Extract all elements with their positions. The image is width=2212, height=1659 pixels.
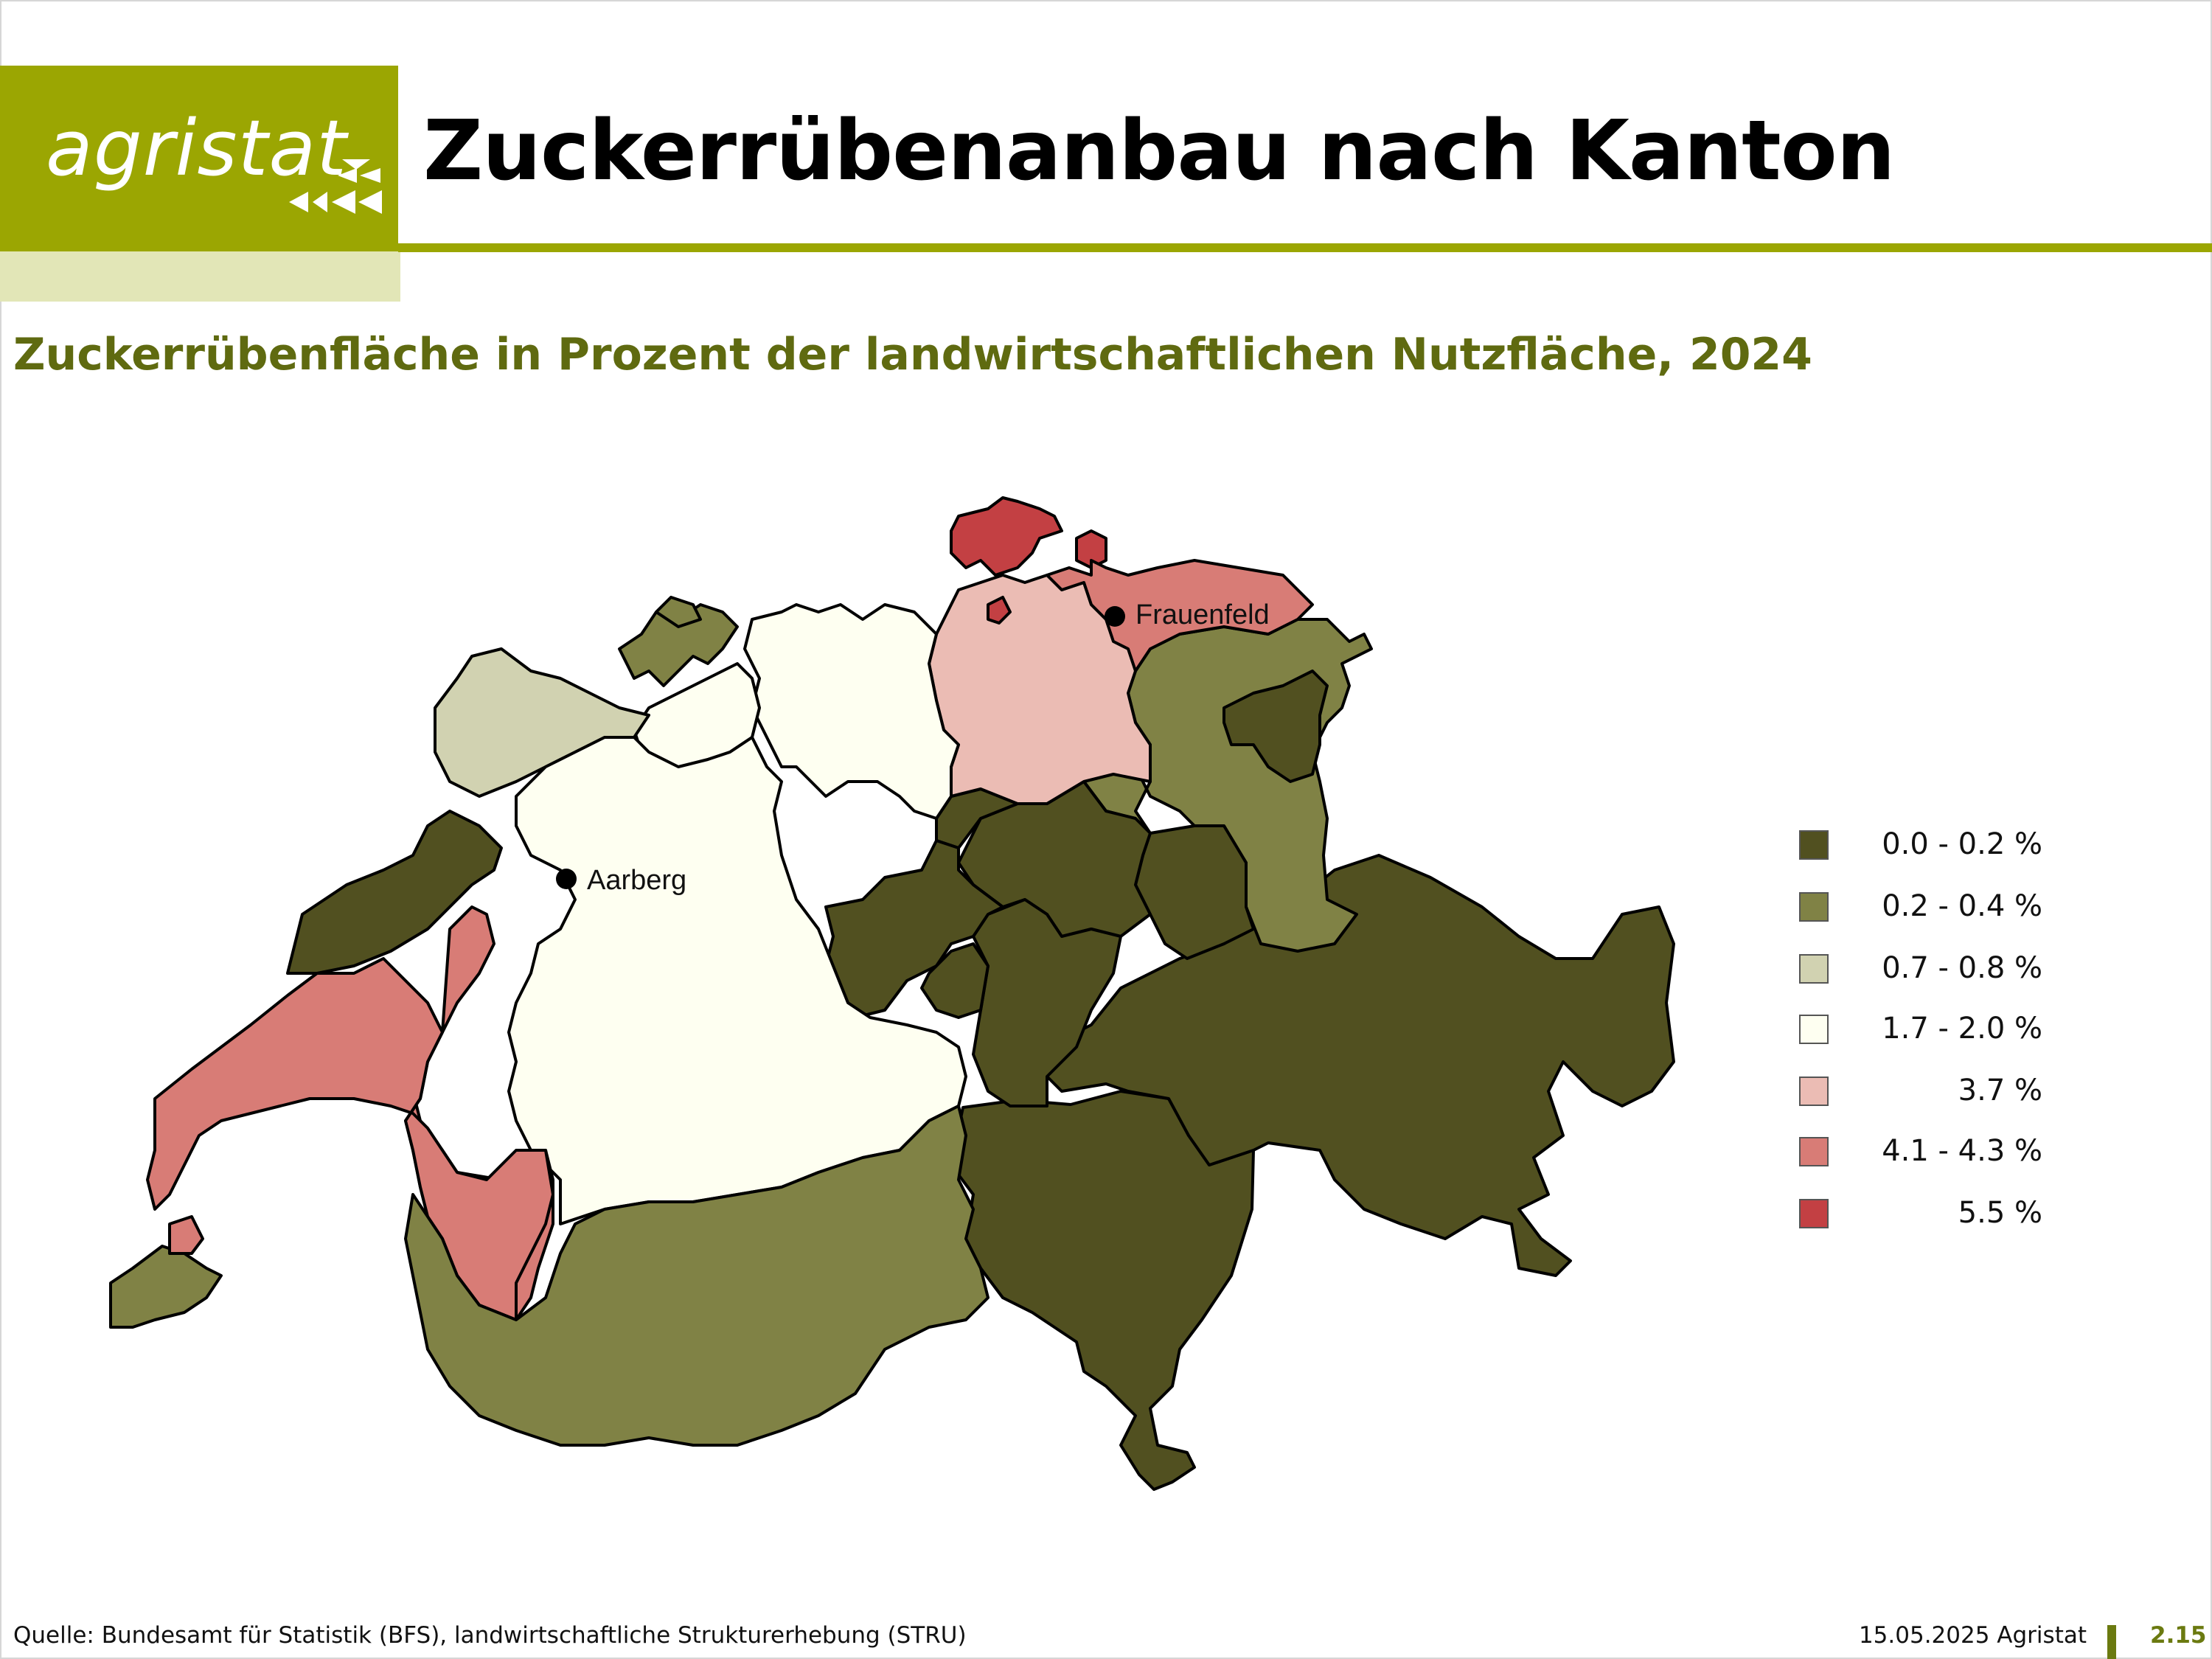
legend-swatch [1799, 1015, 1829, 1044]
legend-item: 3.7 % [1799, 1074, 2042, 1110]
canton-valais [404, 1105, 990, 1447]
canton-geneve-pink [168, 1215, 204, 1255]
canton-aargau [743, 603, 960, 820]
legend-label: 0.0 - 0.2 % [1882, 827, 2042, 861]
page-title: Zuckerrübenanbau nach Kanton [423, 103, 1895, 199]
canton-schaffhausen [950, 496, 1063, 577]
canton-graubuenden [1046, 854, 1675, 1277]
legend-swatch [1799, 1137, 1829, 1166]
legend-item: 0.0 - 0.2 % [1799, 827, 2042, 864]
legend-label: 1.7 - 2.0 % [1882, 1012, 2042, 1046]
canton-appenzell [1222, 669, 1329, 783]
aarberg-marker [556, 869, 577, 889]
canton-vaud [146, 957, 554, 1321]
legend-swatch [1799, 830, 1829, 860]
canton-neuchatel [286, 810, 503, 975]
legend-swatch [1799, 1077, 1829, 1106]
canton-thurgau [1046, 559, 1314, 672]
footer-divider [2107, 1625, 2116, 1659]
frauenfeld-marker [1105, 606, 1125, 627]
frauenfeld-label: Frauenfeld [1135, 599, 1270, 630]
logo-triangles-icon [289, 159, 382, 214]
agristat-logo: agristat [46, 103, 347, 193]
logo-underlay [0, 251, 400, 302]
page-number: 2.15 [2150, 1622, 2207, 1649]
legend-label: 4.1 - 4.3 % [1882, 1134, 2042, 1168]
legend-label: 3.7 % [1958, 1074, 2042, 1107]
legend-item: 4.1 - 4.3 % [1799, 1134, 2042, 1171]
canton-obwalden [920, 942, 990, 1019]
legend-swatch [1799, 1199, 1829, 1228]
legend-item: 0.2 - 0.4 % [1799, 889, 2042, 926]
canton-basel-stadt [655, 596, 702, 628]
city-markers: Frauenfeld Aarberg [556, 599, 1270, 896]
legend-label: 0.2 - 0.4 % [1882, 889, 2042, 923]
canton-schaffhausen-exclave [1075, 529, 1107, 569]
legend-item: 0.7 - 0.8 % [1799, 951, 2042, 988]
legend-swatch [1799, 954, 1829, 984]
legend-swatch [1799, 892, 1829, 922]
aarberg-label: Aarberg [587, 865, 686, 896]
legend-item: 1.7 - 2.0 % [1799, 1012, 2042, 1048]
footer-source: Quelle: Bundesamt für Statistik (BFS), l… [13, 1622, 967, 1649]
canton-geneve [109, 1245, 223, 1329]
legend-item: 5.5 % [1799, 1196, 2042, 1233]
logo-box [0, 66, 398, 251]
canton-glarus [1134, 824, 1255, 960]
canton-jura [434, 647, 650, 798]
legend-label: 5.5 % [1958, 1196, 2042, 1230]
header-rule [398, 243, 2212, 252]
legend-label: 0.7 - 0.8 % [1882, 951, 2042, 985]
chart-subtitle: Zuckerrübenfläche in Prozent der landwir… [13, 329, 1812, 380]
canton-schaffhausen-south [987, 596, 1012, 625]
footer-date: 15.05.2025 Agristat [1858, 1622, 2087, 1649]
